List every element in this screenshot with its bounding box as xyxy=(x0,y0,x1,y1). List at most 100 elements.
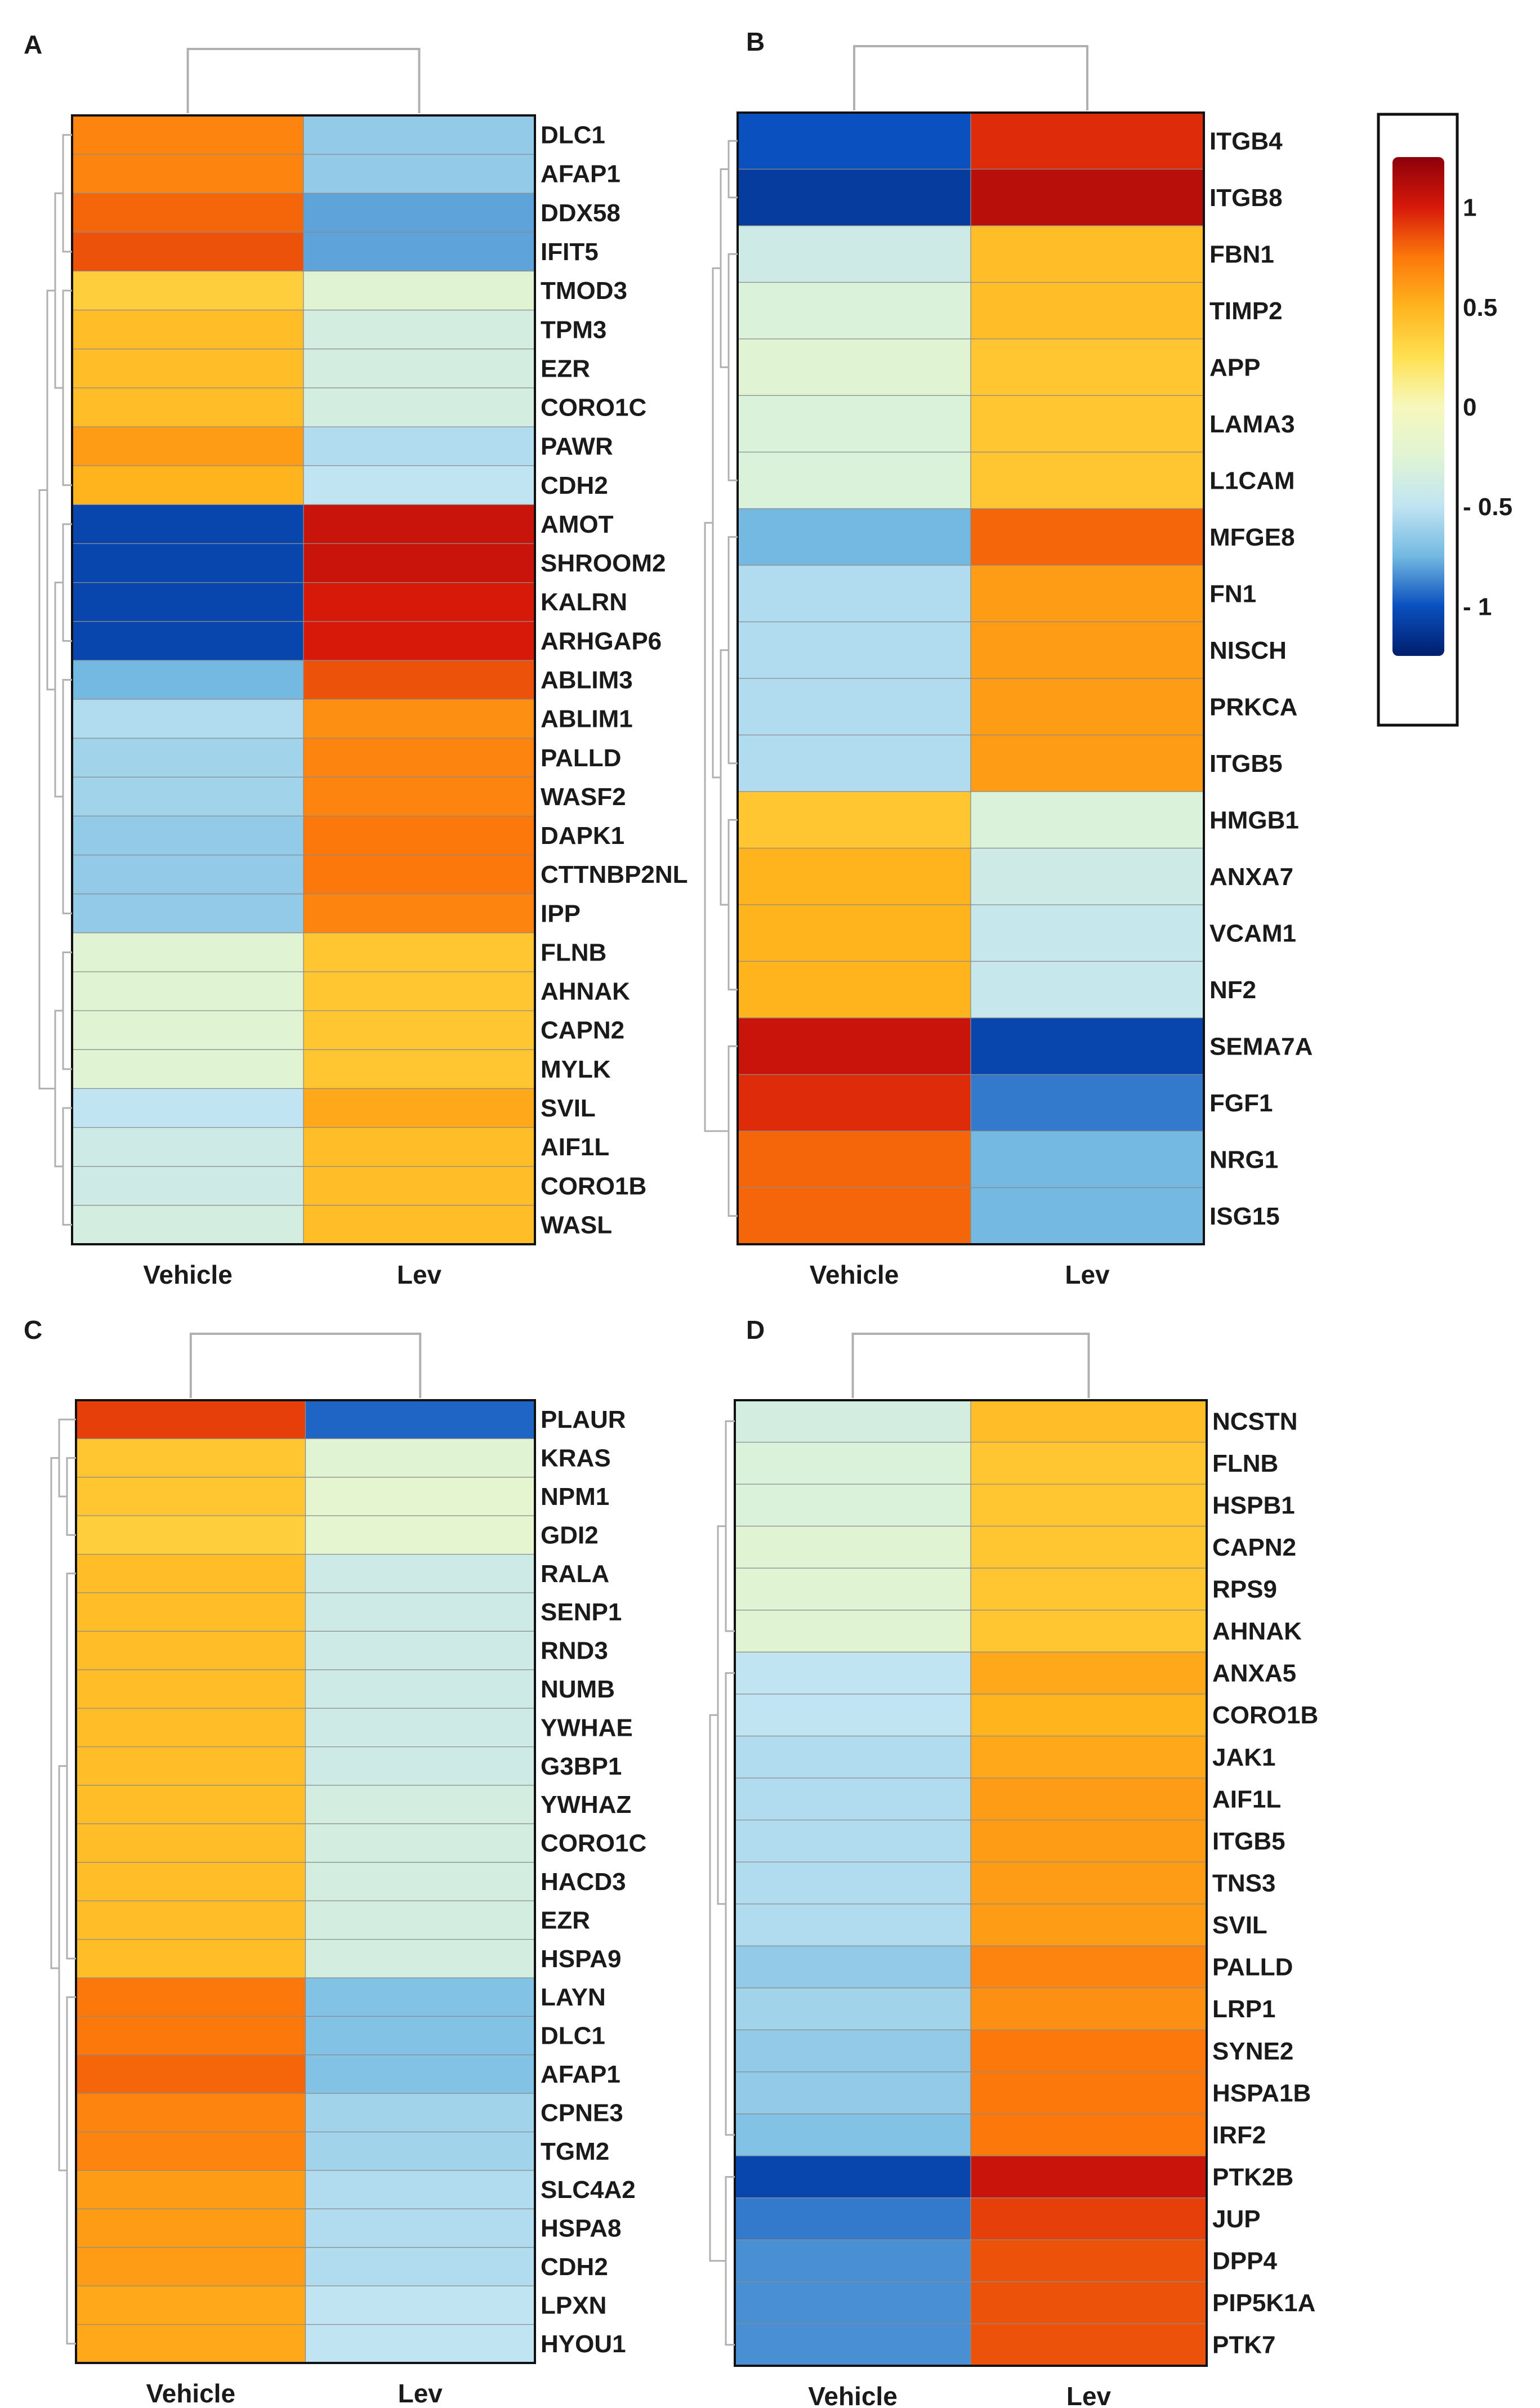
panel-label: D xyxy=(746,1315,765,1344)
heatmap-cell-GDI2-Vehicle xyxy=(75,1515,306,1555)
heatmap-cell-SYNE2-Vehicle xyxy=(734,2029,971,2072)
heatmap-cell-YWHAZ-Lev xyxy=(305,1785,535,1825)
row-label: CORO1B xyxy=(1212,1701,1318,1729)
heatmap-cell-DLC1-Lev xyxy=(303,115,535,155)
heatmap-cell-TGM2-Lev xyxy=(305,2132,535,2171)
row-label: AHNAK xyxy=(541,978,630,1006)
heatmap-cell-VCAM1-Lev xyxy=(970,904,1204,962)
heatmap-cell-EZR-Lev xyxy=(303,349,535,388)
heatmap-cell-CTTNBP2NL-Vehicle xyxy=(72,855,304,895)
heatmap-cell-MYLK-Lev xyxy=(303,1049,535,1089)
heatmap-cell-TNS3-Lev xyxy=(970,1861,1207,1905)
row-label: PALLD xyxy=(1212,1954,1293,1981)
row-label: CORO1C xyxy=(541,1830,646,1857)
row-label: CDH2 xyxy=(541,472,608,499)
row-label: IPP xyxy=(541,900,581,927)
row-label: HSPB1 xyxy=(1212,1491,1295,1519)
row-label: ABLIM1 xyxy=(541,705,633,733)
row-label: NRG1 xyxy=(1209,1146,1278,1173)
heatmap-cell-MFGE8-Vehicle xyxy=(737,508,971,566)
heatmap-cell-ITGB4-Lev xyxy=(970,112,1204,170)
heatmap-cell-FLNB-Lev xyxy=(303,932,535,972)
row-label: SVIL xyxy=(1212,1911,1267,1939)
panel-label: A xyxy=(24,30,42,59)
heatmap-cell-ITGB5-Vehicle xyxy=(737,734,971,792)
row-label: SEMA7A xyxy=(1209,1033,1313,1060)
heatmap-cell-HYOU1-Lev xyxy=(305,2324,535,2364)
row-label: PALLD xyxy=(541,744,621,772)
heatmap-cell-AIF1L-Lev xyxy=(970,1777,1207,1821)
heatmap-cell-LAYN-Lev xyxy=(305,1977,535,2017)
row-label: NCSTN xyxy=(1212,1408,1298,1435)
row-label: EZR xyxy=(541,1906,590,1934)
colorbar: 1 0.5 0 - 0.5 - 1 xyxy=(1377,113,1512,727)
row-label: AFAP1 xyxy=(541,160,621,188)
row-label: AFAP1 xyxy=(541,2061,621,2088)
heatmap-cell-PTK2B-Vehicle xyxy=(734,2155,971,2199)
heatmap-cell-AMOT-Vehicle xyxy=(72,504,304,544)
row-label: CDH2 xyxy=(541,2253,608,2281)
heatmap-cell-FLNB-Lev xyxy=(970,1441,1207,1485)
heatmap-cell-CAPN2-Vehicle xyxy=(72,1010,304,1050)
row-label: RALA xyxy=(541,1560,609,1588)
heatmap-cell-ITGB5-Vehicle xyxy=(734,1820,971,1862)
row-label: KALRN xyxy=(541,588,627,616)
heatmap-cell-AHNAK-Lev xyxy=(303,971,535,1011)
row-label: PTK2B xyxy=(1212,2163,1293,2191)
row-dendrogram xyxy=(38,134,72,1226)
row-label: TPM3 xyxy=(541,316,606,343)
row-label: HACD3 xyxy=(541,1868,626,1896)
row-label: CAPN2 xyxy=(1212,1534,1296,1561)
row-label: FN1 xyxy=(1209,580,1256,607)
heatmap-cell-HSPA9-Vehicle xyxy=(75,1939,306,1978)
heatmap-cell-LRP1-Vehicle xyxy=(734,1987,971,2031)
row-dendrogram xyxy=(50,1418,76,2345)
heatmap-cell-CORO1C-Vehicle xyxy=(75,1823,306,1863)
heatmap-cell-NPM1-Lev xyxy=(305,1477,535,1516)
column-dendrogram xyxy=(186,48,421,113)
heatmap-cell-TIMP2-Lev xyxy=(970,282,1204,339)
heatmap-cell-IFIT5-Vehicle xyxy=(72,231,304,272)
heatmap-cell-LRP1-Lev xyxy=(970,1987,1207,2031)
heatmap-cell-AFAP1-Lev xyxy=(305,2054,535,2094)
row-label: GDI2 xyxy=(541,1521,599,1549)
heatmap-cell-RPS9-Lev xyxy=(970,1567,1207,1611)
heatmap-cell-CAPN2-Lev xyxy=(303,1010,535,1050)
heatmap-cell-LAYN-Vehicle xyxy=(75,1977,306,2017)
heatmap-cell-CTTNBP2NL-Lev xyxy=(303,855,535,895)
row-label: TNS3 xyxy=(1212,1870,1275,1897)
heatmap-cell-FBN1-Vehicle xyxy=(737,225,971,283)
row-label: CPNE3 xyxy=(541,2099,623,2126)
heatmap-cell-WASF2-Lev xyxy=(303,776,535,817)
heatmap-panel-A: DLC1 AFAP1 DDX58 IFIT5 TMOD3 TPM3 EZR CORO1C PAW… xyxy=(24,30,688,1289)
heatmap-cell-ISG15-Vehicle xyxy=(737,1187,971,1245)
row-label: ABLIM3 xyxy=(541,667,633,694)
row-label: SHROOM2 xyxy=(541,549,666,577)
heatmap-cell-HSPA8-Lev xyxy=(305,2208,535,2248)
row-label: AIF1L xyxy=(541,1133,609,1161)
heatmap-cell-SENP1-Vehicle xyxy=(75,1592,306,1632)
heatmap-cell-VCAM1-Vehicle xyxy=(737,904,971,962)
row-label: DAPK1 xyxy=(541,822,624,850)
row-label: ITGB5 xyxy=(1209,750,1283,778)
heatmap-cell-HSPA1B-Lev xyxy=(970,2071,1207,2115)
row-label: AHNAK xyxy=(1212,1618,1302,1645)
row-label: LAYN xyxy=(541,1983,606,2011)
row-label: PIP5K1A xyxy=(1212,2289,1315,2317)
heatmap-cell-ANXA7-Vehicle xyxy=(737,847,971,905)
heatmap-cell-DLC1-Vehicle xyxy=(75,2016,306,2056)
heatmap-cell-PALLD-Lev xyxy=(303,738,535,778)
row-label: CORO1C xyxy=(541,394,646,422)
heatmap-cell-SYNE2-Lev xyxy=(970,2029,1207,2072)
heatmap-cell-WASF2-Vehicle xyxy=(72,776,304,817)
heatmap-cell-APP-Lev xyxy=(970,338,1204,396)
heatmap-cell-AIF1L-Vehicle xyxy=(734,1777,971,1821)
heatmap-cell-PLAUR-Lev xyxy=(305,1400,535,1440)
heatmap-cell-CORO1B-Lev xyxy=(303,1166,535,1206)
row-label: HMGB1 xyxy=(1209,806,1299,834)
row-label: L1CAM xyxy=(1209,467,1295,494)
heatmap-cell-PTK7-Vehicle xyxy=(734,2323,971,2366)
heatmap-cell-ITGB8-Vehicle xyxy=(737,168,971,226)
heatmap-cell-SLC4A2-Lev xyxy=(305,2170,535,2210)
